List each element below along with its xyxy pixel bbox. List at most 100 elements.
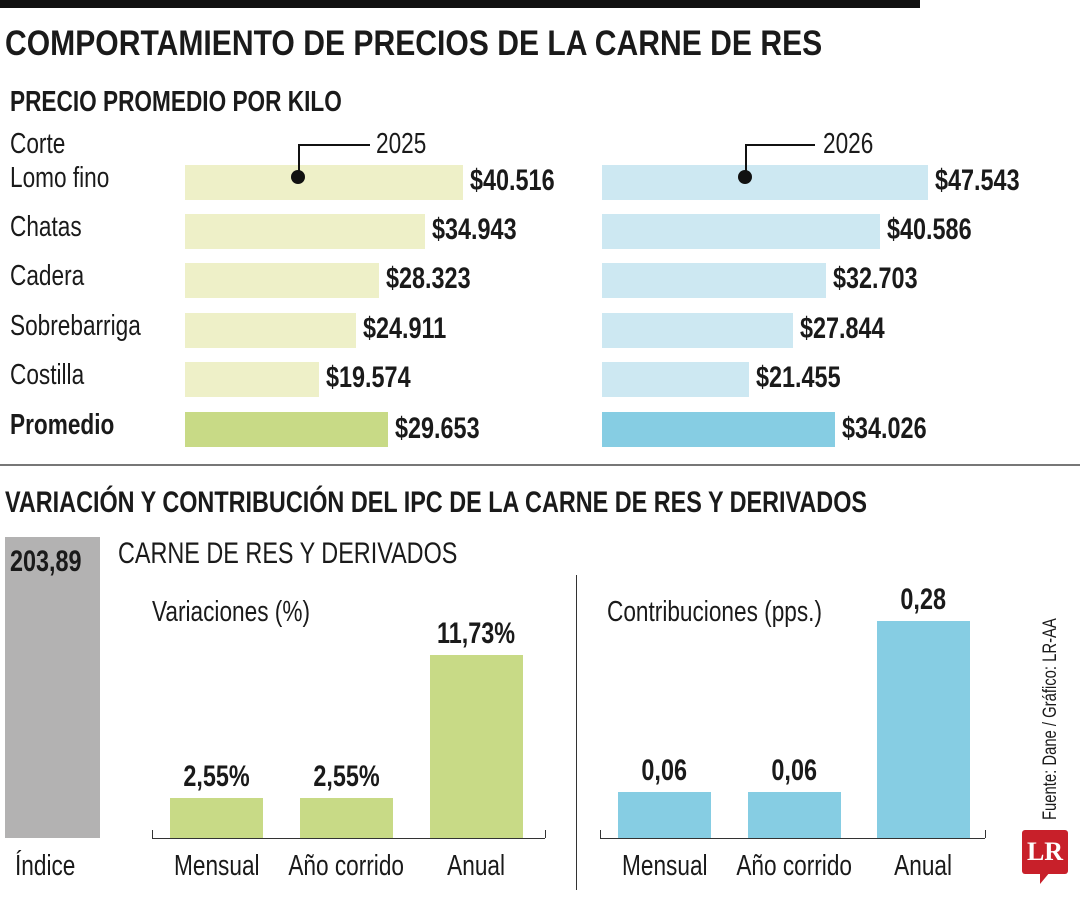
value-label-2025-text: $28.323: [386, 262, 471, 295]
category-header: Corte: [10, 128, 81, 161]
row-label: Costilla: [10, 359, 105, 392]
ipc-chart-title: VARIACIÓN Y CONTRIBUCIÓN DEL IPC DE LA C…: [5, 486, 1080, 520]
ipc-value-label-text: 2,55%: [183, 760, 250, 794]
ipc-value-label-text: 11,73%: [437, 617, 516, 650]
ipc-value-label-text: 0,06: [641, 753, 688, 787]
value-label-2026-text: $27.844: [800, 312, 885, 345]
ipc-category-label: Mensual: [578, 850, 751, 883]
bar-2025: [185, 165, 463, 200]
value-label-2026-text: $34.026: [842, 412, 927, 445]
ipc-chart-title-text: VARIACIÓN Y CONTRIBUCIÓN DEL IPC DE LA C…: [5, 486, 868, 519]
ipc-category-label: Año corrido: [708, 850, 881, 883]
panel-title-text: Variaciones (%): [152, 596, 310, 628]
row-label-text: Promedio: [10, 409, 115, 441]
value-label-2025: $40.516: [470, 164, 578, 198]
source-text: Fuente: Dane / Gráfico: LR-AA: [1040, 618, 1061, 820]
lr-logo-tail: [1040, 872, 1050, 884]
index-label: Índice: [15, 850, 92, 883]
value-label-2025: $34.943: [432, 213, 540, 247]
row-label-text: Cadera: [10, 260, 85, 292]
bar-2025: [185, 412, 389, 447]
section-divider: [0, 464, 1080, 466]
index-bar: [5, 537, 100, 838]
index-label-text: Índice: [15, 850, 76, 882]
source-note: Fuente: Dane / Gráfico: LR-AA: [1040, 561, 1062, 820]
price-chart-title-text: PRECIO PROMEDIO POR KILO: [10, 86, 342, 118]
ipc-category-label-text: Mensual: [173, 850, 260, 882]
row-label: Sobrebarriga: [10, 310, 178, 343]
axis-tick: [152, 830, 153, 838]
value-label-2025-text: $40.516: [469, 164, 555, 197]
x-axis: [600, 838, 985, 839]
value-label-2026: $47.543: [935, 164, 1043, 198]
bar-2026: [602, 214, 881, 249]
value-label-2026-text: $40.586: [887, 213, 972, 246]
ipc-value-label-text: 0,28: [900, 583, 947, 616]
ipc-category-label: Mensual: [130, 850, 303, 883]
ipc-bar: [618, 791, 711, 838]
row-label: Chatas: [10, 211, 102, 244]
value-label-2025-text: $19.574: [326, 361, 411, 394]
legend-label-2026: 2026: [823, 128, 888, 161]
value-label-2025: $24.911: [363, 312, 470, 346]
ipc-category-label-text: Anual: [447, 850, 506, 882]
value-label-2026-text: $47.543: [935, 164, 1020, 197]
panel-title-text: Contribuciones (pps.): [607, 596, 822, 628]
legend-leader-v-2025: [298, 144, 300, 174]
ipc-bar: [748, 791, 841, 838]
ipc-category-label-text: Mensual: [621, 850, 708, 882]
ipc-value-label-text: 2,55%: [313, 760, 380, 794]
value-label-2025-text: $29.653: [395, 412, 480, 445]
ipc-bar: [170, 798, 263, 838]
value-label-2026-text: $21.455: [756, 361, 841, 394]
ipc-category-label: Anual: [837, 850, 1010, 883]
ipc-bar: [877, 621, 970, 838]
ipc-bar: [300, 798, 393, 838]
row-label: Cadera: [10, 260, 105, 293]
value-label-2026: $40.586: [887, 213, 995, 247]
bar-2026: [602, 165, 929, 200]
row-label-text: Chatas: [10, 211, 82, 243]
bar-2025: [185, 362, 320, 397]
ipc-category-label: Anual: [390, 850, 563, 883]
panel-divider: [576, 575, 577, 890]
value-label-2026-text: $32.703: [833, 262, 918, 295]
value-label-2026: $27.844: [800, 312, 908, 346]
axis-tick: [600, 830, 601, 838]
ipc-value-label-text: 0,06: [771, 753, 818, 787]
ipc-subtitle: CARNE DE RES Y DERIVADOS: [118, 537, 553, 571]
row-label-text: Costilla: [10, 359, 85, 391]
panel-title: Variaciones (%): [152, 596, 355, 629]
legend-dot-2025: [291, 170, 305, 184]
lr-logo: LR: [1022, 830, 1068, 874]
ipc-value-label: 0,06: [718, 754, 871, 788]
value-label-2026: $32.703: [833, 262, 941, 296]
ipc-subtitle-text: CARNE DE RES Y DERIVADOS: [118, 537, 458, 570]
legend-leader-h-2026: [745, 144, 815, 146]
title-text: COMPORTAMIENTO DE PRECIOS DE LA CARNE DE…: [5, 24, 823, 63]
axis-tick: [545, 830, 546, 838]
panel-title: Contribuciones (pps.): [607, 596, 883, 629]
ipc-category-label-text: Anual: [894, 850, 953, 882]
legend-leader-v-2026: [745, 144, 747, 174]
ipc-category-label-text: Año corrido: [288, 850, 405, 882]
legend-label-2026-text: 2026: [823, 128, 874, 160]
legend-label-2025: 2025: [376, 128, 441, 161]
category-header-text: Corte: [10, 128, 66, 160]
ipc-value-label: 0,06: [588, 754, 741, 788]
price-chart-title: PRECIO PROMEDIO POR KILO: [10, 86, 435, 119]
top-rule: [0, 0, 920, 8]
legend-label-2025-text: 2025: [376, 128, 427, 160]
row-label-text: Sobrebarriga: [10, 310, 141, 342]
ipc-value-label: 0,28: [847, 583, 1000, 617]
value-label-2026: $34.026: [842, 412, 950, 446]
value-label-2025-text: $34.943: [431, 213, 517, 246]
index-value: 203,89: [10, 545, 102, 579]
axis-tick: [985, 830, 986, 838]
value-label-2025: $28.323: [386, 262, 494, 296]
legend-dot-2026: [738, 170, 752, 184]
index-value-text: 203,89: [10, 545, 82, 578]
row-label-text: Lomo fino: [10, 162, 110, 194]
value-label-2025: $19.574: [326, 361, 434, 395]
